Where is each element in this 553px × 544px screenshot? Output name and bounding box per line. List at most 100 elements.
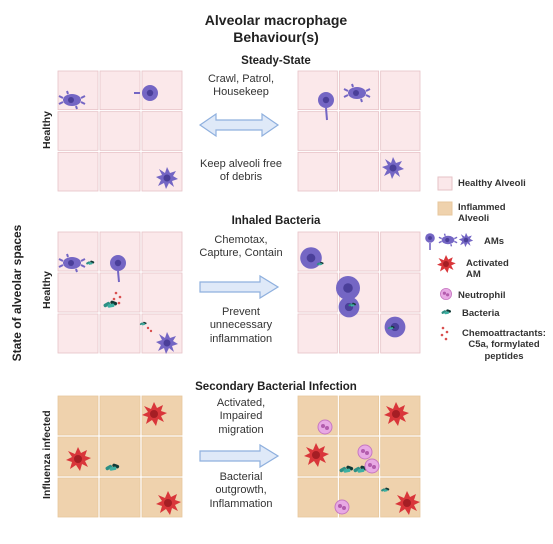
legend-label-activated: Activated AM: [466, 258, 509, 281]
desc-line: Capture, Contain: [199, 247, 283, 260]
alveolus-cell: [380, 70, 421, 111]
desc-line: Impaired: [219, 410, 263, 423]
grid-secondary-left: [57, 395, 183, 518]
legend-line: Activated: [466, 258, 509, 269]
arrow-secondary: [199, 444, 279, 468]
desc-line: inflammation: [209, 332, 273, 345]
desc-line: Activated,: [216, 397, 266, 409]
legend-label-chemo: Chemoattractants: C5a, formylated peptid…: [458, 328, 550, 362]
legend-line: peptides: [484, 350, 524, 362]
alveolus-cell: [380, 111, 421, 151]
alveolus-cell: [57, 111, 99, 151]
am-patrol-right: [318, 92, 334, 108]
chemoattractant-dot: [112, 297, 116, 301]
legend-line: C5a, formylated: [468, 339, 540, 351]
alveolus-cell: [380, 272, 421, 313]
alveolus-cell: [380, 231, 421, 272]
legend-line: AM: [466, 269, 481, 281]
am-capture: [336, 276, 360, 300]
alveolus-cell: [57, 477, 99, 518]
desc-line: of debris: [219, 171, 263, 184]
alveolus-cell: [338, 151, 380, 192]
alveolus-cell: [338, 395, 380, 436]
alveolus-cell: [99, 151, 141, 192]
alveolus-cell: [338, 111, 380, 151]
desc-steady-bottom: Keep alveoli free of debris: [181, 158, 301, 185]
cell-layer: [58, 83, 420, 515]
legend-chemo-dot: [444, 337, 448, 341]
neutrophil: [334, 499, 350, 515]
desc-line: migration: [218, 423, 264, 436]
alveolus-cell: [297, 313, 338, 354]
alveolus-cell: [99, 436, 141, 477]
alveolus-cell: [380, 436, 421, 477]
am-contain: [384, 316, 406, 338]
desc-line: Inflammation: [209, 497, 273, 510]
double-arrow-steady: [199, 113, 279, 137]
title-line-2: Behaviour(s): [233, 29, 319, 46]
legend-line: Alveoli: [458, 213, 490, 225]
legend-label-ams: AMs: [484, 236, 505, 247]
alveolus-cell: [338, 231, 380, 272]
legend-label-healthy: Healthy Alveoli: [458, 178, 526, 189]
desc-steady-top: Crawl, Patrol, Housekeep: [186, 73, 296, 100]
alveolus-cell: [99, 111, 141, 151]
desc-bacteria-top: Chemotax, Capture, Contain: [181, 234, 301, 261]
am-capture: [300, 247, 322, 269]
legend-label-bacteria: Bacteria: [462, 308, 500, 319]
legend-line: Chemoattractants:: [462, 328, 546, 339]
heading-secondary-infection: Secondary Bacterial Infection: [195, 381, 357, 393]
legend-chemo-dot: [445, 330, 449, 334]
legend-chemo-dot: [440, 333, 444, 337]
alveolus-cell: [99, 395, 141, 436]
am-extension: [117, 270, 120, 283]
alveolus-cell: [297, 111, 338, 151]
alveolus-cell: [141, 272, 183, 313]
desc-secondary-bottom: Bacterial outgrowth, Inflammation: [181, 471, 301, 511]
chemoattractant-dot: [118, 295, 122, 299]
arrow-bacteria: [199, 275, 279, 299]
neutrophil: [364, 458, 380, 474]
alveolus-cell: [297, 272, 338, 313]
neutrophil: [317, 419, 333, 435]
alveolus-cell: [99, 70, 141, 111]
desc-line: Housekeep: [213, 86, 269, 99]
legend-am-round: [425, 233, 435, 243]
alveolus-cell: [141, 436, 183, 477]
alveolus-cell: [141, 231, 183, 272]
legend-am-cell: [438, 232, 458, 248]
chemoattractant-dot: [117, 301, 121, 305]
desc-line: Crawl, Patrol,: [207, 73, 275, 85]
legend-swatch-inflamed: [437, 201, 453, 216]
legend-label-neutrophil: Neutrophil: [458, 290, 506, 301]
heading-inhaled-bacteria: Inhaled Bacteria: [231, 215, 321, 227]
alveolus-cell: [338, 313, 380, 354]
desc-line: Bacterial: [219, 471, 263, 483]
am-chemotax: [110, 255, 126, 271]
legend-swatch-healthy: [437, 176, 453, 191]
legend-neutrophil: [439, 287, 453, 301]
neutrophil: [357, 444, 373, 460]
am-extension: [325, 107, 328, 121]
desc-line: Chemotax,: [214, 234, 268, 246]
alveolus-cell: [297, 477, 338, 518]
legend-bacteria: [441, 309, 452, 315]
legend-label-inflamed: Inflammed Alveoli: [458, 202, 506, 225]
figure-title: Alveolar macrophage Behaviour(s): [176, 12, 376, 46]
grid-bacteria-left: [57, 231, 183, 354]
alveolus-cell: [57, 151, 99, 192]
desc-bacteria-bottom: Prevent unnecessary inflammation: [181, 306, 301, 346]
legend-line: Inflammed: [458, 202, 506, 213]
alveolus-cell: [57, 272, 99, 313]
legend-chemo-dot: [441, 326, 445, 330]
desc-secondary-top: Activated, Impaired migration: [181, 397, 301, 437]
legend-am-star: [458, 232, 474, 248]
desc-line: unnecessary: [209, 319, 273, 332]
chemoattractant-dot: [149, 329, 153, 333]
alveolus-cell: [99, 313, 141, 354]
chemoattractant-dot: [114, 291, 118, 295]
alveoli-grids: [57, 70, 421, 518]
alveolus-cell: [99, 477, 141, 518]
